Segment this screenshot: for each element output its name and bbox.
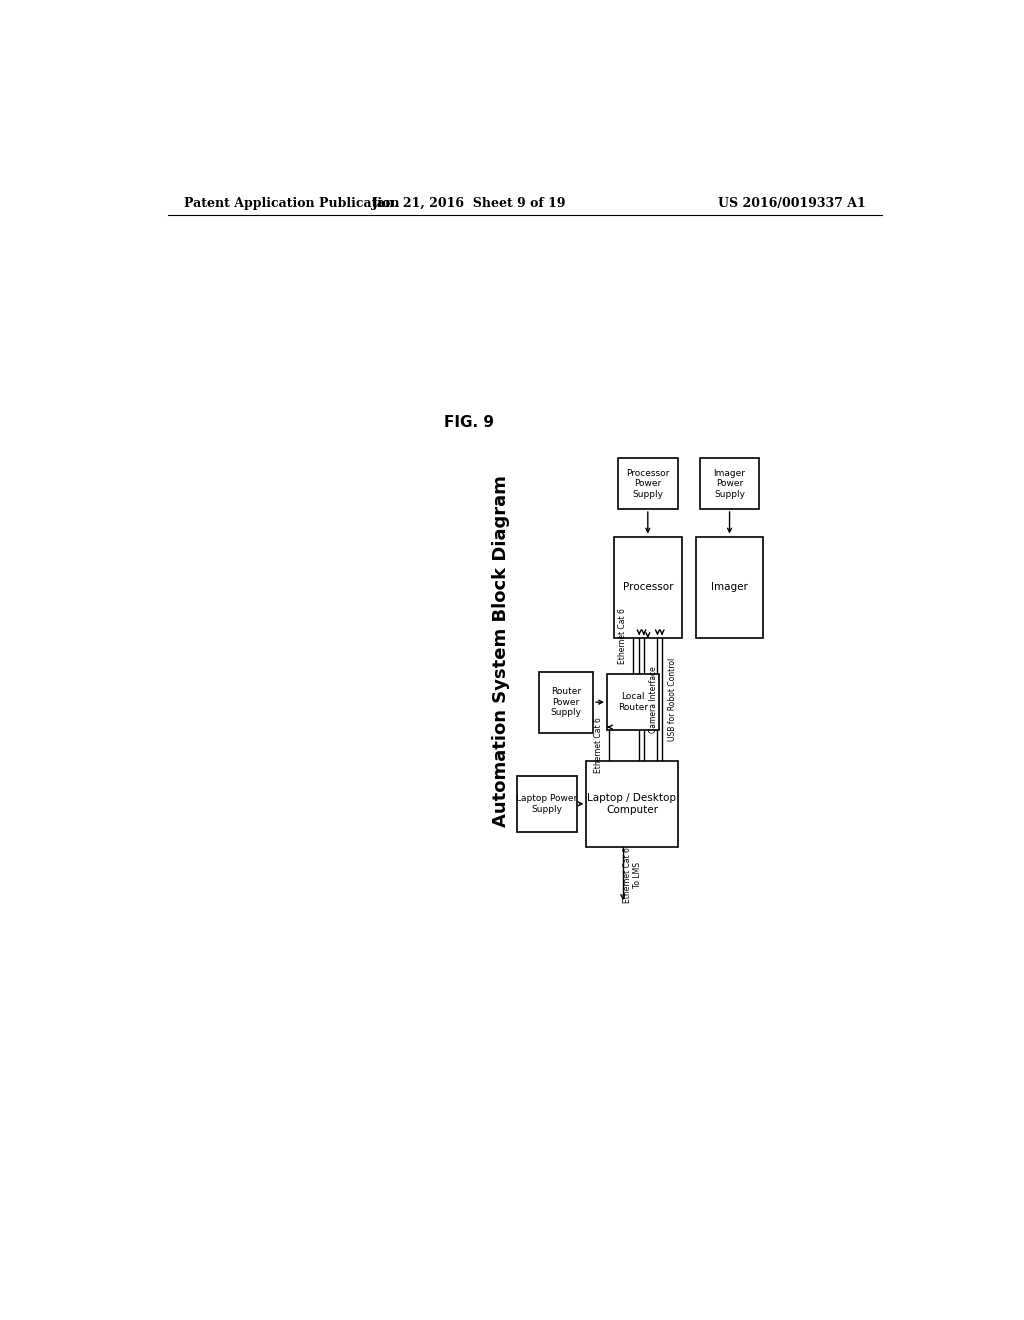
- Bar: [539, 672, 593, 733]
- Text: Ethernet Cat 6: Ethernet Cat 6: [594, 718, 603, 774]
- Text: Router
Power
Supply: Router Power Supply: [551, 688, 582, 717]
- Bar: [517, 776, 577, 832]
- Text: Patent Application Publication: Patent Application Publication: [183, 197, 399, 210]
- Text: Local
Router: Local Router: [617, 693, 648, 711]
- Text: Processor: Processor: [623, 582, 673, 593]
- Text: Ethernet Cat 6: Ethernet Cat 6: [617, 609, 627, 664]
- Bar: [618, 458, 678, 510]
- Text: Automation System Block Diagram: Automation System Block Diagram: [492, 475, 510, 828]
- Text: Camera Interface: Camera Interface: [649, 667, 657, 733]
- Bar: [696, 536, 763, 638]
- Text: Processor
Power
Supply: Processor Power Supply: [626, 469, 670, 499]
- Text: Ethernet Cat 6
To LMS: Ethernet Cat 6 To LMS: [623, 847, 642, 903]
- Text: Laptop / Desktop
Computer: Laptop / Desktop Computer: [588, 793, 677, 814]
- Text: FIG. 9: FIG. 9: [444, 416, 495, 430]
- Text: Imager
Power
Supply: Imager Power Supply: [714, 469, 745, 499]
- Bar: [614, 536, 682, 638]
- Bar: [607, 675, 658, 730]
- Text: US 2016/0019337 A1: US 2016/0019337 A1: [718, 197, 866, 210]
- Text: Laptop Power
Supply: Laptop Power Supply: [516, 795, 578, 813]
- Bar: [587, 760, 678, 847]
- Text: Jan. 21, 2016  Sheet 9 of 19: Jan. 21, 2016 Sheet 9 of 19: [372, 197, 566, 210]
- Text: USB for Robot Control: USB for Robot Control: [668, 657, 677, 741]
- Bar: [699, 458, 760, 510]
- Text: Imager: Imager: [711, 582, 748, 593]
